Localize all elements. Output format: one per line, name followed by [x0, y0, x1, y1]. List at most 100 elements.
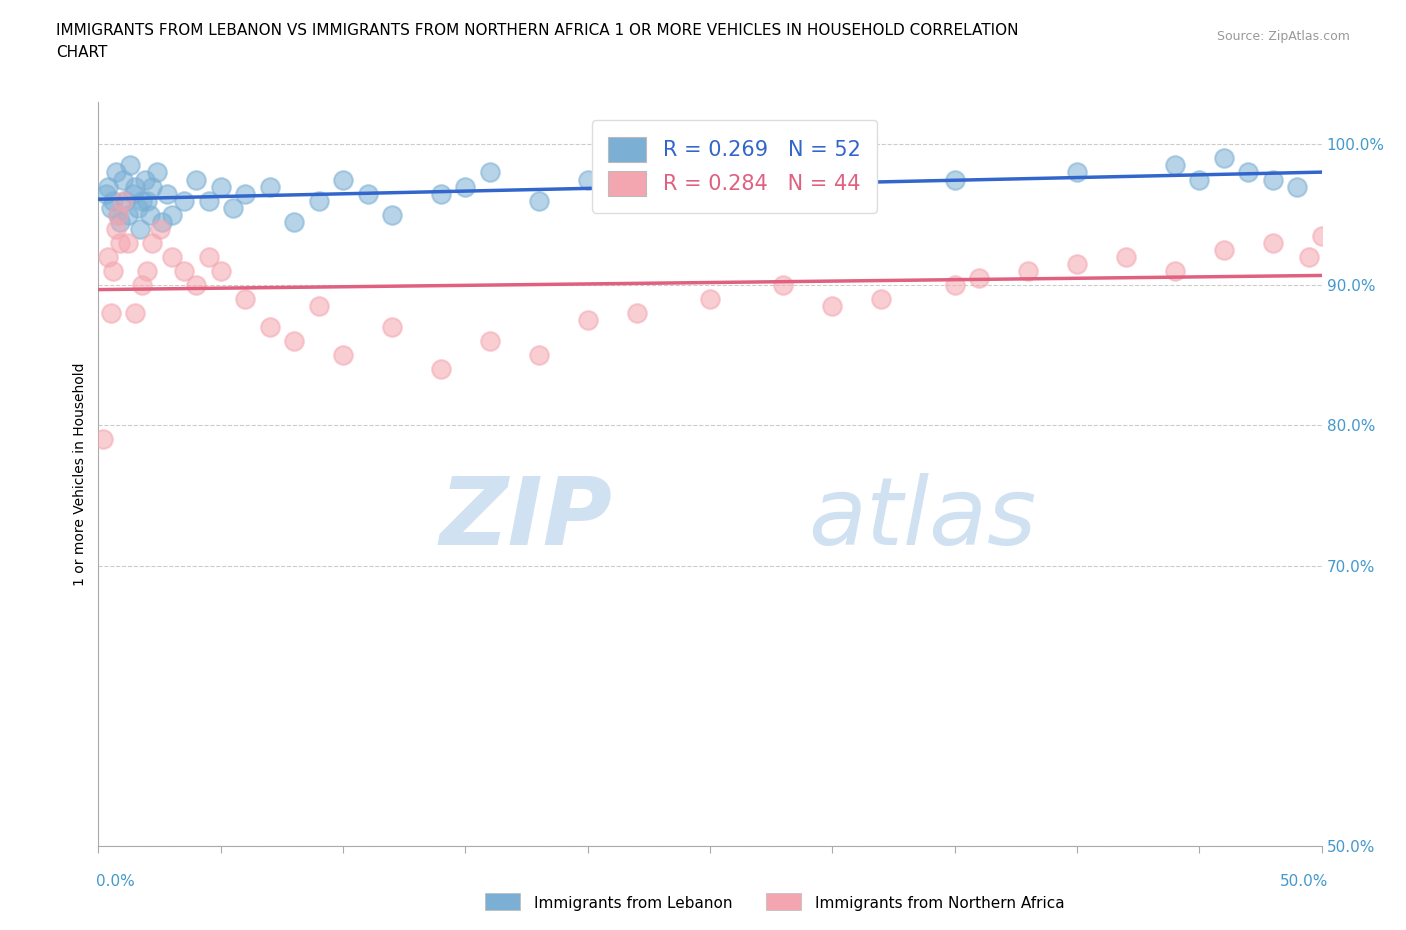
Point	[626, 305, 648, 320]
Point	[91, 432, 114, 446]
Point	[222, 200, 245, 215]
Point	[821, 299, 844, 313]
Point	[101, 193, 124, 208]
Text: Source: ZipAtlas.com: Source: ZipAtlas.com	[1216, 30, 1350, 43]
Point	[209, 263, 232, 278]
Point	[430, 362, 453, 377]
Point	[146, 165, 169, 179]
Point	[131, 277, 153, 292]
Point	[111, 193, 134, 208]
Point	[173, 263, 195, 278]
Point	[141, 179, 163, 194]
Point	[870, 291, 893, 306]
Point	[134, 172, 156, 187]
Point	[576, 172, 599, 187]
Text: Immigrants from Lebanon: Immigrants from Lebanon	[534, 897, 733, 911]
Point	[160, 207, 183, 222]
Point	[139, 207, 162, 222]
Point	[1164, 158, 1187, 173]
Point	[967, 271, 990, 286]
Point	[772, 277, 794, 292]
Point	[149, 221, 172, 236]
Point	[527, 193, 550, 208]
Point	[117, 207, 139, 222]
Point	[160, 249, 183, 264]
Text: CHART: CHART	[56, 45, 108, 60]
Point	[136, 263, 159, 278]
Point	[430, 186, 453, 201]
Point	[308, 193, 330, 208]
Point	[131, 193, 153, 208]
Point	[186, 277, 208, 292]
Point	[1164, 263, 1187, 278]
Point	[100, 305, 122, 320]
Point	[283, 214, 305, 229]
Point	[114, 193, 136, 208]
Point	[1212, 151, 1234, 166]
Point	[943, 172, 966, 187]
Point	[101, 263, 124, 278]
Point	[943, 277, 966, 292]
Point	[308, 299, 330, 313]
Point	[104, 165, 127, 179]
Point	[197, 193, 219, 208]
Point	[127, 200, 149, 215]
Point	[1237, 165, 1260, 179]
Point	[233, 291, 256, 306]
Point	[1286, 179, 1309, 194]
Legend: R = 0.269   N = 52, R = 0.284   N = 44: R = 0.269 N = 52, R = 0.284 N = 44	[592, 120, 877, 213]
Point	[97, 249, 120, 264]
Point	[259, 320, 281, 335]
Point	[110, 214, 132, 229]
Point	[121, 186, 143, 201]
Point	[527, 348, 550, 363]
Point	[197, 249, 219, 264]
Point	[259, 179, 281, 194]
Point	[110, 235, 132, 250]
Point	[124, 179, 146, 194]
Point	[233, 186, 256, 201]
Point	[141, 235, 163, 250]
Point	[699, 172, 721, 187]
Point	[576, 312, 599, 327]
Point	[1261, 235, 1284, 250]
Point	[120, 158, 142, 173]
Point	[356, 186, 378, 201]
Point	[478, 334, 501, 349]
Point	[283, 334, 305, 349]
Point	[107, 207, 129, 222]
Point	[136, 193, 159, 208]
Point	[821, 179, 844, 194]
Point	[381, 207, 404, 222]
Point	[332, 348, 354, 363]
Text: atlas: atlas	[808, 473, 1036, 565]
Text: IMMIGRANTS FROM LEBANON VS IMMIGRANTS FROM NORTHERN AFRICA 1 OR MORE VEHICLES IN: IMMIGRANTS FROM LEBANON VS IMMIGRANTS FR…	[56, 23, 1019, 38]
Point	[626, 193, 648, 208]
Point	[1066, 257, 1088, 272]
Text: 0.0%: 0.0%	[96, 874, 135, 889]
Point	[150, 214, 173, 229]
Point	[381, 320, 404, 335]
Point	[97, 179, 120, 194]
Point	[156, 186, 179, 201]
Point	[186, 172, 208, 187]
Point	[107, 207, 129, 222]
Text: 50.0%: 50.0%	[1281, 874, 1329, 889]
Point	[124, 305, 146, 320]
Point	[1066, 165, 1088, 179]
Point	[117, 235, 139, 250]
Y-axis label: 1 or more Vehicles in Household: 1 or more Vehicles in Household	[73, 363, 87, 586]
Point	[129, 221, 152, 236]
Point	[104, 221, 127, 236]
Point	[454, 179, 477, 194]
Point	[699, 291, 721, 306]
Point	[1017, 263, 1039, 278]
Point	[1115, 249, 1137, 264]
Point	[100, 200, 122, 215]
Point	[1188, 172, 1211, 187]
Point	[209, 179, 232, 194]
Text: ZIP: ZIP	[439, 473, 612, 565]
Point	[94, 186, 117, 201]
Point	[173, 193, 195, 208]
Point	[1212, 242, 1234, 257]
